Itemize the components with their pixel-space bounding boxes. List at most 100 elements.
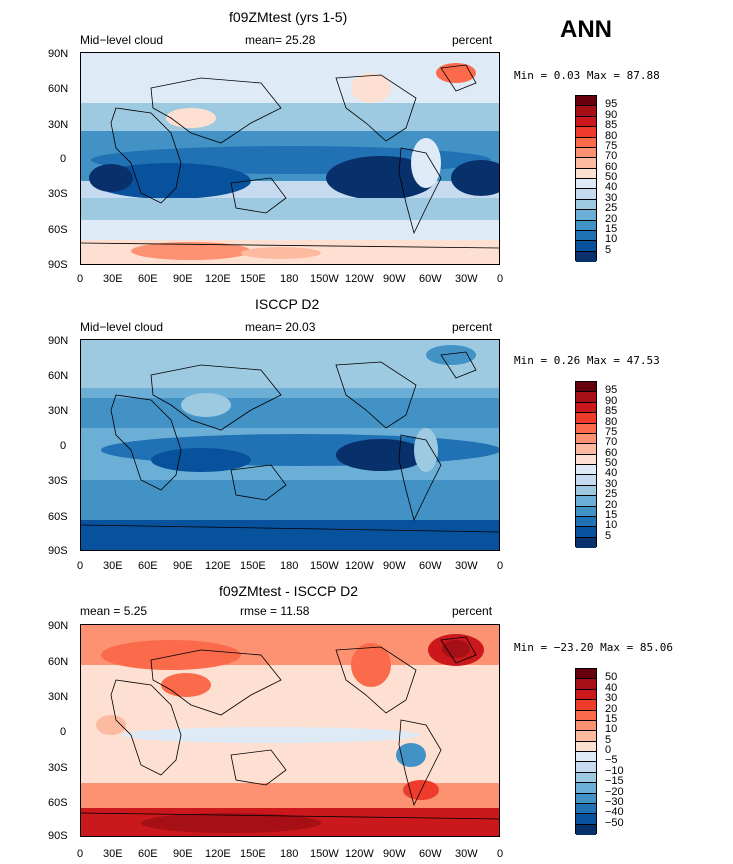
- panel-3-contour-map: [81, 625, 499, 836]
- colorbar-swatch: [576, 814, 596, 825]
- colorbar-label: 50: [605, 171, 618, 183]
- colorbar-swatch: [576, 824, 596, 835]
- lon-tick: 0: [497, 848, 504, 860]
- panel-3-min-max: Min = −23.20 Max = 85.06: [514, 641, 673, 654]
- lat-tick: 60S: [48, 511, 68, 523]
- colorbar-label: −40: [605, 806, 624, 819]
- lon-tick: 120W: [345, 848, 374, 860]
- colorbar-swatch: [576, 762, 596, 773]
- colorbar-label: 20: [605, 702, 618, 715]
- colorbar-label: −30: [605, 795, 624, 808]
- colorbar-label: 10: [605, 519, 618, 532]
- colorbar-swatch: [576, 433, 596, 445]
- colorbar-label: 30: [605, 191, 618, 204]
- lon-tick: 90W: [383, 560, 406, 572]
- colorbar-swatch: [576, 793, 596, 804]
- colorbar-label: 90: [605, 394, 618, 407]
- lon-tick: 150E: [240, 273, 266, 285]
- colorbar-label: 70: [605, 150, 618, 163]
- colorbar-label: 20: [605, 212, 618, 225]
- panel-1-contour-map: [81, 53, 499, 264]
- panel-3-units-label: percent: [452, 604, 493, 618]
- colorbar-swatch: [576, 689, 596, 701]
- lat-tick: 60S: [48, 797, 68, 809]
- panel-2-left-label: Mid−level cloud: [80, 320, 164, 334]
- colorbar-swatch: [576, 516, 596, 528]
- colorbar-swatch: [576, 210, 596, 221]
- colorbar-label: 25: [605, 488, 618, 501]
- colorbar-label: −10: [605, 764, 624, 777]
- colorbar-swatch: [576, 251, 596, 262]
- lon-tick: 90W: [383, 848, 406, 860]
- lat-tick: 60N: [48, 370, 69, 382]
- lon-tick: 30W: [455, 848, 478, 860]
- colorbar-swatch: [576, 189, 596, 200]
- colorbar-label: 50: [605, 457, 618, 469]
- colorbar-label: 15: [605, 508, 618, 521]
- colorbar-label: 5: [605, 243, 612, 256]
- lat-tick: 30N: [48, 691, 69, 703]
- colorbar-label: −15: [605, 775, 624, 788]
- colorbar-swatch: [576, 179, 596, 190]
- panel-2-units-label: percent: [452, 320, 493, 334]
- colorbar-swatch: [576, 402, 596, 414]
- panel-2-title: ISCCP D2: [255, 296, 320, 312]
- colorbar-label: 60: [605, 446, 618, 459]
- colorbar-swatch: [576, 106, 596, 117]
- lon-tick: 120E: [205, 848, 231, 860]
- lon-tick: 60W: [419, 273, 442, 285]
- lon-tick: 90E: [173, 273, 193, 285]
- lon-tick: 30W: [455, 273, 478, 285]
- colorbar-label: 75: [605, 139, 618, 152]
- colorbar-label: 5: [605, 529, 612, 542]
- colorbar-swatch: [576, 527, 596, 538]
- lon-tick: 120W: [345, 560, 374, 572]
- colorbar-swatch: [576, 454, 596, 465]
- colorbar-swatch: [576, 382, 596, 393]
- colorbar-swatch: [576, 506, 596, 517]
- colorbar-swatch: [576, 241, 596, 252]
- panel-2-contour-map: [81, 340, 499, 550]
- lon-tick: 90E: [173, 560, 193, 572]
- colorbar-swatch: [576, 444, 596, 455]
- colorbar-swatch: [576, 220, 596, 231]
- colorbar-swatch: [576, 137, 596, 148]
- lon-tick: 180: [280, 273, 299, 285]
- colorbar-swatch: [576, 127, 596, 138]
- colorbar-swatch: [576, 96, 596, 107]
- lat-tick: 30N: [48, 119, 69, 131]
- colorbar-swatch: [576, 168, 596, 179]
- season-label: ANN: [560, 16, 612, 43]
- colorbar-label: 20: [605, 498, 618, 511]
- lat-tick: 0: [60, 153, 67, 165]
- colorbar-label: 85: [605, 405, 618, 418]
- lat-tick: 0: [60, 726, 67, 738]
- colorbar-label: 25: [605, 202, 618, 215]
- lat-tick: 60S: [48, 224, 68, 236]
- panel-1-left-label: Mid−level cloud: [80, 33, 164, 47]
- lat-tick: 90N: [48, 335, 69, 347]
- lat-tick: 0: [60, 440, 67, 452]
- colorbar-label: 75: [605, 425, 618, 438]
- colorbar-label: −20: [605, 785, 624, 798]
- colorbar-label: 70: [605, 436, 618, 449]
- lon-tick: 150E: [240, 848, 266, 860]
- colorbar-label: −50: [605, 816, 624, 829]
- lon-tick: 60E: [138, 273, 158, 285]
- colorbar-swatch: [576, 465, 596, 476]
- colorbar-swatch: [576, 158, 596, 169]
- colorbar-label: 30: [605, 692, 618, 705]
- lat-tick: 90S: [48, 259, 68, 271]
- panel-3-mean-label: mean = 5.25: [80, 604, 148, 618]
- colorbar-swatch: [576, 669, 596, 680]
- colorbar-swatch: [576, 731, 596, 742]
- panel-2-colorbar: [575, 381, 597, 548]
- lat-tick: 60N: [48, 656, 69, 668]
- colorbar-swatch: [576, 700, 596, 711]
- colorbar-swatch: [576, 199, 596, 211]
- lon-tick: 30E: [103, 560, 123, 572]
- lon-tick: 60W: [419, 848, 442, 860]
- lat-tick: 30S: [48, 188, 68, 200]
- colorbar-label: 15: [605, 712, 618, 725]
- lat-tick: 90S: [48, 830, 68, 842]
